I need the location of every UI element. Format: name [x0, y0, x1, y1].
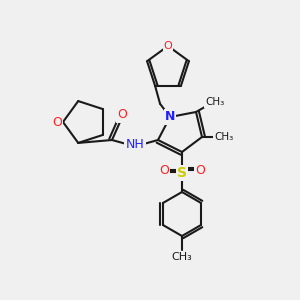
Text: CH₃: CH₃ [214, 132, 234, 142]
Text: CH₃: CH₃ [206, 97, 225, 107]
Text: O: O [195, 164, 205, 176]
Text: O: O [164, 41, 172, 51]
Text: N: N [165, 110, 175, 124]
Text: CH₃: CH₃ [172, 252, 192, 262]
Text: O: O [52, 116, 62, 128]
Text: NH: NH [126, 139, 144, 152]
Text: S: S [177, 166, 187, 180]
Text: O: O [117, 109, 127, 122]
Text: O: O [159, 164, 169, 176]
